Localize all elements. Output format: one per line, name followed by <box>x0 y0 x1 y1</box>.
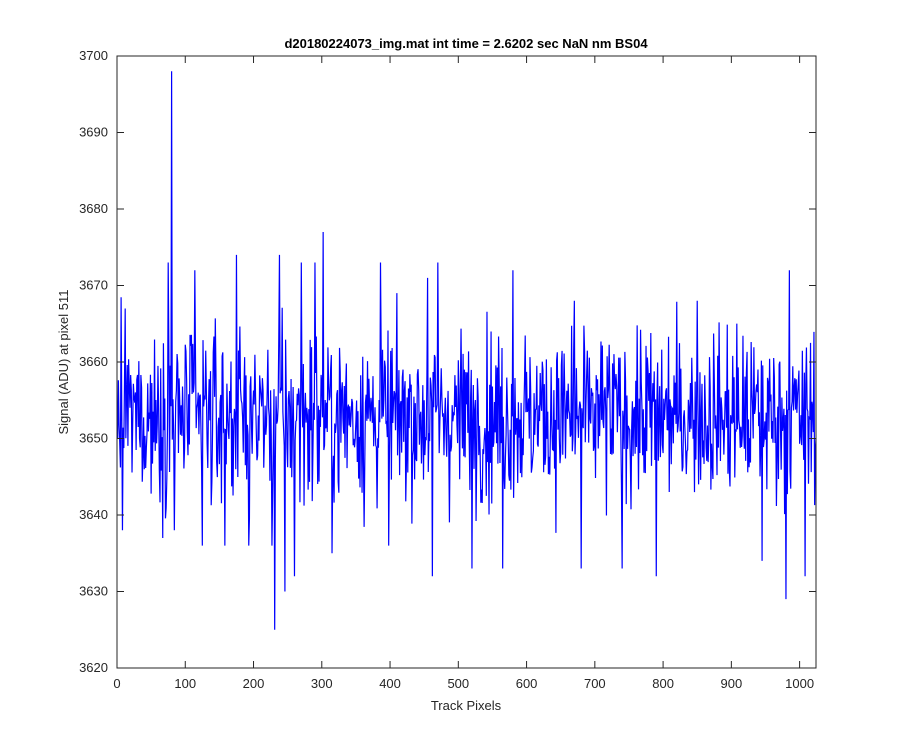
chart-title: d20180224073_img.mat int time = 2.6202 s… <box>284 36 648 51</box>
x-tick-label: 300 <box>311 676 333 691</box>
y-tick-label: 3700 <box>79 48 108 63</box>
y-axis-ticks: 3620 3630 3640 3650 3660 3670 3680 3690 3700 <box>79 48 816 675</box>
x-tick-label: 600 <box>516 676 538 691</box>
x-tick-label: 400 <box>379 676 401 691</box>
axes-background <box>117 56 816 668</box>
y-tick-label: 3650 <box>79 431 108 446</box>
y-axis-label: Signal (ADU) at pixel 511 <box>56 290 71 435</box>
y-tick-label: 3670 <box>79 278 108 293</box>
x-axis-ticks: 0 100 200 300 400 500 600 700 800 900 1000 <box>113 56 814 691</box>
y-tick-label: 3620 <box>79 660 108 675</box>
y-tick-label: 3690 <box>79 125 108 140</box>
y-tick-label: 3630 <box>79 584 108 599</box>
x-tick-label: 700 <box>584 676 606 691</box>
y-tick-label: 3640 <box>79 507 108 522</box>
x-tick-label: 900 <box>721 676 743 691</box>
y-tick-label: 3660 <box>79 354 108 369</box>
x-tick-label: 800 <box>652 676 674 691</box>
x-axis-label: Track Pixels <box>431 698 502 713</box>
x-tick-label: 1000 <box>785 676 814 691</box>
x-tick-label: 0 <box>113 676 120 691</box>
signal-series-line <box>117 71 817 630</box>
y-tick-label: 3680 <box>79 201 108 216</box>
x-tick-label: 100 <box>174 676 196 691</box>
x-tick-label: 500 <box>447 676 469 691</box>
series-layer <box>117 71 817 630</box>
x-tick-label: 200 <box>243 676 265 691</box>
